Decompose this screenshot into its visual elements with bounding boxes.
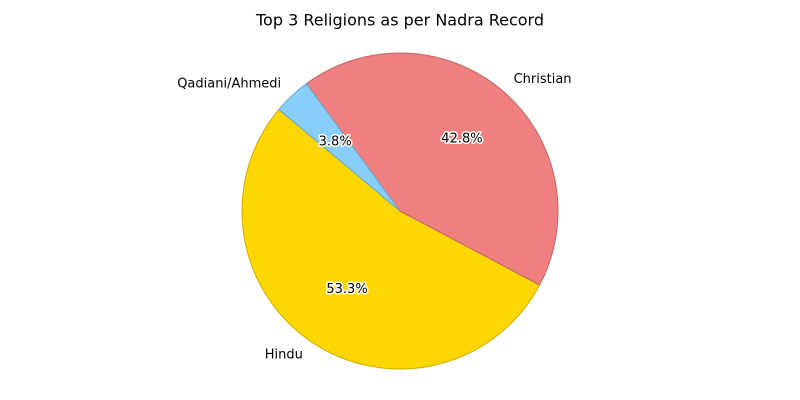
chart-title: Top 3 Religions as per Nadra Record (255, 11, 544, 30)
pie-slice (241, 108, 541, 370)
slice-label: Christian (514, 72, 572, 87)
slice-percent: 3.8% (319, 134, 352, 149)
slice-percent: 53.3% (326, 282, 367, 297)
slice-label: Qadiani/Ahmedi (177, 77, 281, 92)
pie-slice (305, 52, 559, 286)
slice-percent: 42.8% (441, 132, 482, 147)
slice-label: Hindu (265, 348, 303, 363)
pie-slice (278, 82, 401, 212)
